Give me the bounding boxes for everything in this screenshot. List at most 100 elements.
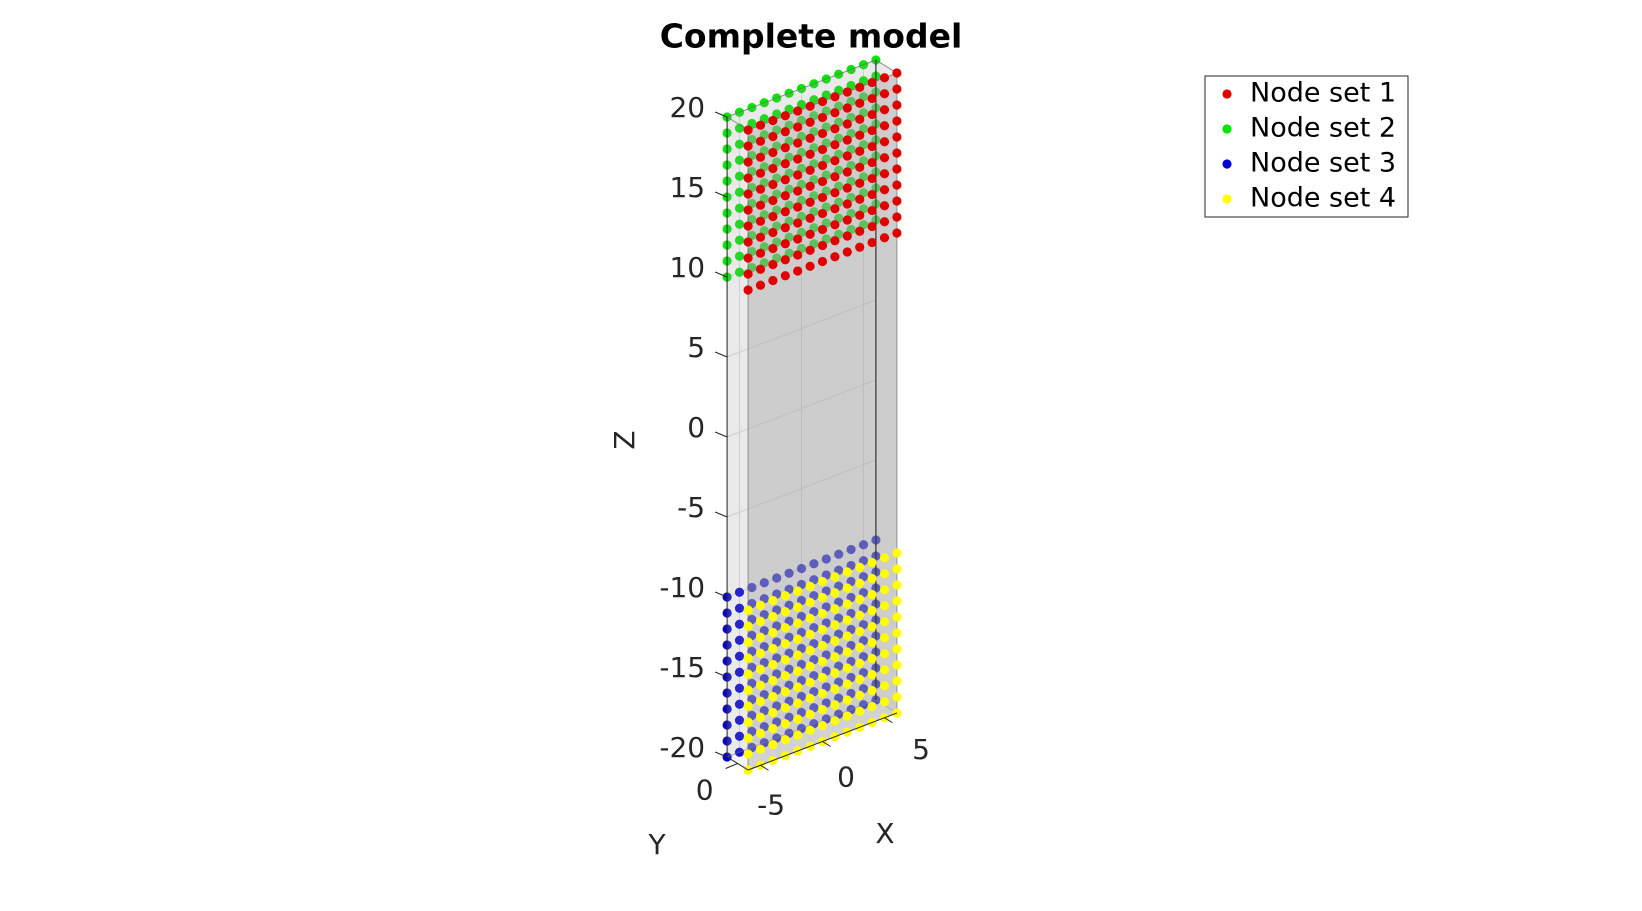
node-point [817, 208, 828, 219]
node-point [755, 232, 766, 242]
node-point [842, 631, 852, 641]
y-axis-label: Y [647, 828, 666, 861]
node-point [734, 587, 745, 597]
x-axis-label: X [875, 817, 894, 850]
node-point [855, 674, 865, 684]
node-point [892, 644, 902, 654]
node-point [879, 601, 890, 611]
node-point [743, 733, 753, 743]
node-point [793, 602, 803, 612]
node-point [734, 155, 745, 165]
node-point [743, 285, 753, 295]
node-point [892, 164, 902, 174]
node-point [867, 573, 877, 584]
node-point [830, 220, 840, 230]
node-point [805, 261, 815, 271]
node-point [817, 704, 828, 715]
x-tick [884, 717, 893, 724]
node-point [768, 211, 778, 222]
node-point [855, 194, 865, 204]
legend-marker [1222, 194, 1232, 204]
z-tick-label: 0 [687, 411, 705, 444]
node-point [805, 693, 815, 703]
node-point [842, 711, 852, 721]
node-point [879, 585, 890, 595]
node-point [867, 205, 877, 216]
node-point [842, 135, 852, 145]
node-point [879, 697, 890, 707]
node-point [780, 127, 790, 137]
node-point [780, 255, 790, 265]
node-point [755, 136, 766, 146]
node-point [842, 199, 852, 209]
node-point [805, 629, 815, 639]
node-point [805, 661, 815, 671]
node-point [842, 215, 852, 225]
y-tick-label: 0 [696, 774, 714, 807]
node-point [768, 179, 778, 190]
node-point [768, 195, 778, 206]
x-tick [822, 741, 831, 747]
node-point [830, 124, 840, 134]
node-point [793, 234, 803, 244]
node-point [734, 187, 745, 197]
node-point [817, 256, 828, 267]
node-point [892, 68, 902, 78]
node-point [879, 569, 890, 579]
node-point [830, 188, 840, 198]
node-point [755, 216, 766, 226]
node-point [855, 210, 865, 220]
node-point [755, 728, 766, 738]
node-point [830, 572, 840, 582]
node-point [817, 576, 828, 587]
z-tick [714, 591, 728, 598]
node-point [768, 627, 778, 638]
node-point [879, 617, 890, 627]
node-point [867, 93, 877, 104]
node-point [855, 242, 865, 252]
z-tick [714, 111, 728, 118]
node-point [867, 125, 877, 136]
node-point [734, 171, 745, 181]
node-point [768, 739, 778, 750]
node-point [780, 655, 790, 665]
z-tick-label: 10 [669, 251, 705, 284]
node-point [830, 700, 840, 710]
node-point [879, 681, 890, 691]
node-point [842, 247, 852, 257]
node-point [879, 137, 890, 147]
node-point [842, 647, 852, 657]
node-point [780, 671, 790, 681]
node-point [805, 197, 815, 207]
node-point [743, 669, 753, 679]
node-point [817, 128, 828, 139]
node-point [805, 133, 815, 143]
node-point [855, 562, 865, 572]
node-point [892, 196, 902, 206]
node-point [817, 224, 828, 235]
node-point [817, 688, 828, 699]
node-point [830, 92, 840, 102]
node-point [780, 639, 790, 649]
node-point [842, 695, 852, 705]
node-point [755, 120, 766, 130]
z-tick-label: -20 [659, 731, 705, 764]
node-point [855, 578, 865, 588]
node-point [830, 716, 840, 726]
node-point [768, 147, 778, 158]
node-point [793, 666, 803, 676]
node-point [743, 253, 753, 263]
node-point [743, 605, 753, 615]
legend-marker [1222, 159, 1232, 169]
node-point [805, 101, 815, 111]
node-point [780, 623, 790, 633]
node-point [805, 229, 815, 239]
node-point [817, 144, 828, 155]
node-point [780, 223, 790, 233]
node-point [805, 213, 815, 223]
node-point [768, 659, 778, 670]
node-point [743, 157, 753, 167]
legend-label: Node set 1 [1250, 78, 1396, 109]
node-point [879, 553, 890, 563]
node-point [892, 628, 902, 638]
